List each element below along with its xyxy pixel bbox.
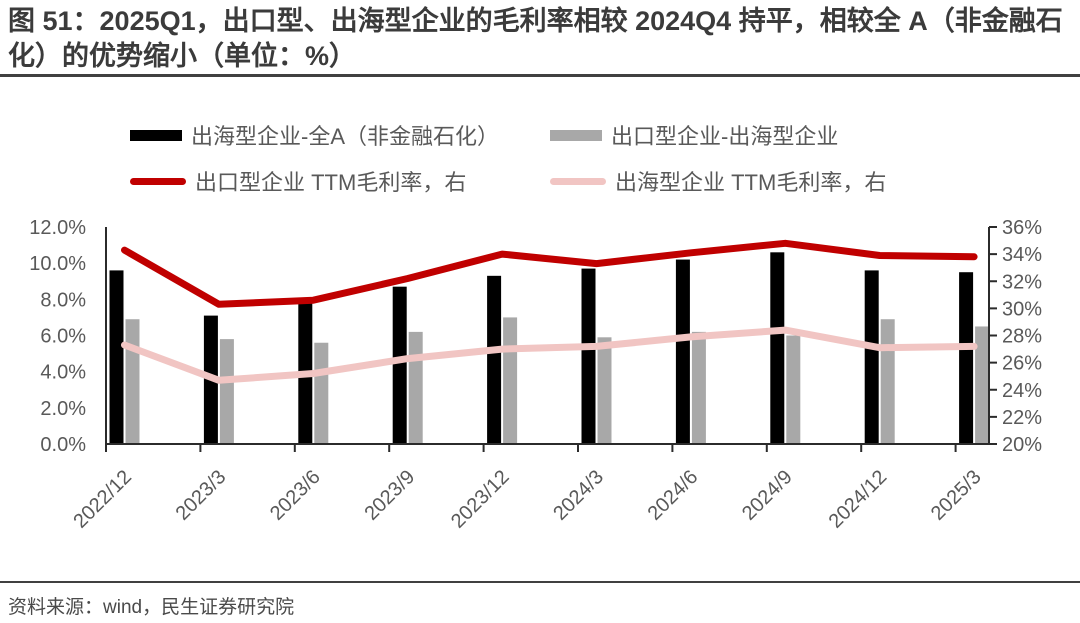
bar-series0-7 xyxy=(770,252,785,444)
x-axis-label: 2024/3 xyxy=(549,466,608,525)
chart-title: 图 51：2025Q1，出口型、出海型企业的毛利率相较 2024Q4 持平，相较… xyxy=(8,6,1063,71)
source-divider xyxy=(0,581,1080,583)
title-divider xyxy=(0,74,1080,77)
pink-line-swatch xyxy=(550,177,606,185)
x-axis-label: 2023/3 xyxy=(172,466,231,525)
bar-series0-3 xyxy=(392,286,407,444)
bar-series1-1 xyxy=(219,339,234,444)
bar-series1-9 xyxy=(975,326,990,444)
left-axis-tick-label: 8.0% xyxy=(40,289,86,311)
bar-series1-0 xyxy=(125,319,140,444)
x-axis-label: 2024/12 xyxy=(825,466,892,533)
bar-series0-9 xyxy=(959,272,974,444)
bar-series1-4 xyxy=(503,317,518,444)
x-axis-label: 2023/12 xyxy=(447,466,514,533)
x-axis-label: 2023/6 xyxy=(266,466,325,525)
left-axis-tick-label: 12.0% xyxy=(29,217,86,239)
right-axis-tick-label: 36% xyxy=(1002,217,1042,239)
right-axis-tick-label: 28% xyxy=(1002,326,1042,348)
bar-series0-4 xyxy=(487,275,502,444)
legend-label: 出口型企业 TTM毛利率，右 xyxy=(195,170,467,195)
legend-item-export-ttm-margin: 出口型企业 TTM毛利率，右 xyxy=(130,168,467,195)
right-axis-tick-label: 30% xyxy=(1002,298,1042,320)
bar-series1-2 xyxy=(314,342,329,444)
bar-series1-3 xyxy=(408,331,423,444)
legend-label: 出海型企业 TTM毛利率，右 xyxy=(615,170,887,195)
x-axis-label: 2025/3 xyxy=(927,466,986,525)
left-axis-tick-label: 4.0% xyxy=(40,362,86,384)
left-axis-tick-label: 10.0% xyxy=(29,253,86,275)
outbound-ttm-margin-line xyxy=(121,326,978,384)
legend-item-export-minus-outbound: 出口型企业-出海型企业 xyxy=(550,122,839,149)
bar-series1-8 xyxy=(880,319,895,444)
bar-series1-6 xyxy=(691,331,706,444)
gray-bar-swatch xyxy=(550,129,602,141)
legend-item-outbound-ttm-margin: 出海型企业 TTM毛利率，右 xyxy=(550,168,887,195)
bar-series1-5 xyxy=(597,337,612,444)
bar-series0-5 xyxy=(581,268,596,444)
export-ttm-margin-line xyxy=(121,239,978,308)
right-axis-tick-label: 24% xyxy=(1002,380,1042,402)
red-line-swatch xyxy=(130,177,186,185)
right-axis-tick-label: 32% xyxy=(1002,271,1042,293)
bar-series0-8 xyxy=(864,270,879,444)
right-axis-tick-label: 26% xyxy=(1002,353,1042,375)
bar-series1-7 xyxy=(786,335,801,444)
x-axis-label: 2024/6 xyxy=(644,466,703,525)
black-bar-swatch xyxy=(130,129,182,141)
right-axis-tick-label: 22% xyxy=(1002,407,1042,429)
source-note: 资料来源：wind，民生证券研究院 xyxy=(8,597,295,618)
legend-item-outbound-minus-alla: 出海型企业-全A（非金融石化） xyxy=(130,122,500,149)
left-axis-tick-label: 0.0% xyxy=(40,434,86,456)
x-axis-label: 2024/9 xyxy=(738,466,797,525)
left-axis-tick-label: 2.0% xyxy=(40,398,86,420)
bar-series0-0 xyxy=(109,270,124,444)
x-axis-label: 2023/9 xyxy=(360,466,419,525)
bar-series0-6 xyxy=(675,259,690,444)
legend-label: 出海型企业-全A（非金融石化） xyxy=(191,124,500,149)
left-axis-tick-label: 6.0% xyxy=(40,326,86,348)
x-axis-label: 2022/12 xyxy=(69,466,136,533)
legend-label: 出口型企业-出海型企业 xyxy=(611,124,839,149)
right-axis-tick-label: 34% xyxy=(1002,244,1042,266)
right-axis-tick-label: 20% xyxy=(1002,434,1042,456)
